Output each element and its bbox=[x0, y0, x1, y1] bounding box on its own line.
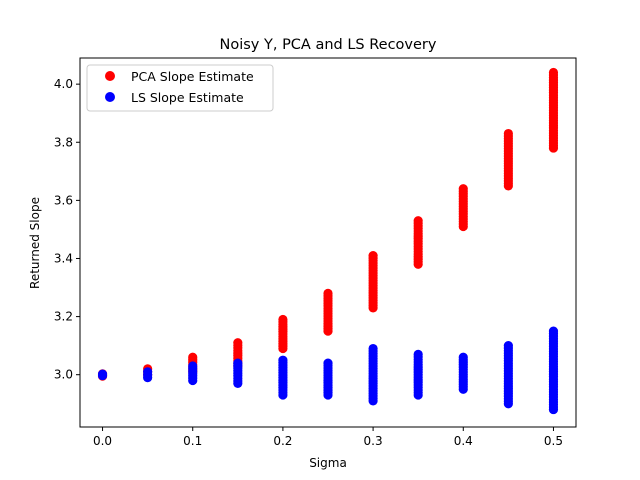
data-point bbox=[458, 384, 468, 394]
chart-title: Noisy Y, PCA and LS Recovery bbox=[220, 37, 437, 53]
series-ls bbox=[97, 326, 559, 415]
x-tick-label: 0.1 bbox=[183, 434, 202, 448]
data-point bbox=[368, 396, 378, 406]
data-point bbox=[548, 143, 559, 153]
y-tick-label: 3.0 bbox=[54, 368, 73, 382]
x-tick-label: 0.4 bbox=[454, 434, 473, 448]
y-tick-label: 3.2 bbox=[54, 310, 73, 324]
data-point bbox=[503, 181, 513, 191]
legend-marker-pca bbox=[105, 71, 115, 81]
x-tick-label: 0.3 bbox=[364, 434, 383, 448]
data-point bbox=[368, 303, 378, 313]
data-point bbox=[413, 259, 423, 269]
data-point bbox=[323, 326, 333, 336]
data-point bbox=[323, 390, 333, 400]
legend-label-ls: LS Slope Estimate bbox=[131, 90, 244, 105]
plot-marks bbox=[97, 67, 559, 415]
y-axis: 3.0 3.2 3.4 3.6 3.8 4.0 bbox=[54, 77, 80, 382]
data-point bbox=[278, 390, 288, 400]
data-point bbox=[233, 378, 243, 389]
plot-frame bbox=[79, 57, 577, 428]
legend-box bbox=[86, 64, 274, 112]
legend: PCA Slope Estimate LS Slope Estimate bbox=[86, 64, 274, 112]
data-point bbox=[548, 404, 559, 415]
legend-label-pca: PCA Slope Estimate bbox=[131, 69, 254, 84]
series-pca bbox=[97, 67, 559, 381]
data-point bbox=[143, 373, 153, 383]
data-point bbox=[413, 390, 423, 400]
x-tick-label: 0.2 bbox=[273, 434, 292, 448]
y-tick-label: 4.0 bbox=[54, 77, 73, 91]
data-point bbox=[503, 399, 513, 409]
data-point bbox=[458, 221, 468, 232]
data-point bbox=[188, 375, 198, 386]
y-tick-label: 3.6 bbox=[54, 193, 73, 207]
data-point bbox=[278, 343, 288, 354]
x-axis: 0.0 0.1 0.2 0.3 0.4 0.5 bbox=[93, 427, 563, 448]
y-tick-label: 3.4 bbox=[54, 251, 73, 265]
legend-marker-ls bbox=[105, 92, 115, 102]
y-axis-label: Returned Slope bbox=[28, 197, 42, 289]
x-tick-label: 0.5 bbox=[544, 434, 563, 448]
x-axis-label: Sigma bbox=[309, 456, 347, 470]
x-tick-label: 0.0 bbox=[93, 434, 112, 448]
y-tick-label: 3.8 bbox=[54, 135, 73, 149]
data-point bbox=[97, 370, 108, 381]
